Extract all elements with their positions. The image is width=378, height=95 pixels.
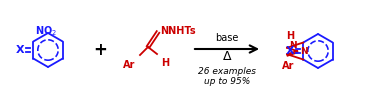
Text: X: X bbox=[15, 45, 24, 55]
Text: +: + bbox=[93, 41, 107, 59]
Text: H: H bbox=[161, 58, 169, 68]
Text: up to 95%: up to 95% bbox=[204, 76, 250, 86]
Text: Ar: Ar bbox=[122, 60, 135, 70]
Text: base: base bbox=[215, 33, 239, 43]
Text: H: H bbox=[286, 31, 294, 41]
Text: Δ: Δ bbox=[223, 51, 231, 63]
Text: N: N bbox=[289, 41, 297, 50]
Text: Ar: Ar bbox=[282, 61, 294, 71]
Text: NNHTs: NNHTs bbox=[160, 26, 196, 36]
Text: X: X bbox=[285, 46, 294, 56]
Text: NO$_2$: NO$_2$ bbox=[35, 25, 57, 38]
Text: 26 examples: 26 examples bbox=[198, 66, 256, 76]
Text: N: N bbox=[300, 46, 308, 55]
